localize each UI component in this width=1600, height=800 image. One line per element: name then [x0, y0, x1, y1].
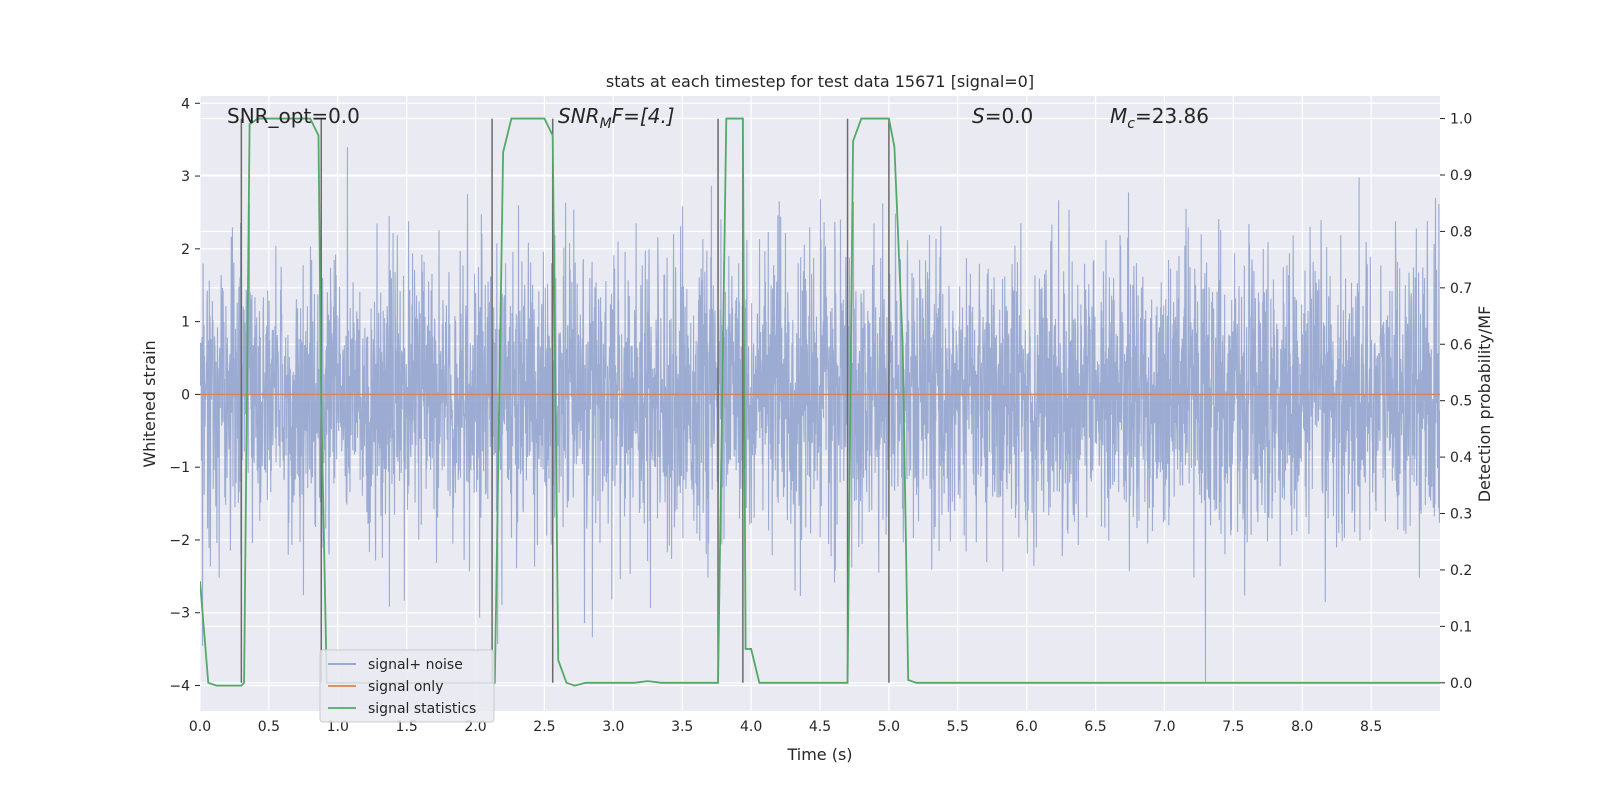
y2-tick-label: 0.2 — [1450, 563, 1472, 579]
x-tick-label: 3.0 — [602, 719, 624, 735]
annotation-s-tail: =0.0 — [985, 104, 1034, 128]
annotation-mc: Mc=23.86 — [1110, 104, 1209, 132]
x-tick-label: 1.5 — [396, 719, 418, 735]
x-tick-label: 5.5 — [947, 719, 969, 735]
y-tick-label: −4 — [169, 679, 190, 695]
annotation-snr-mf-sub: M — [600, 116, 612, 132]
y-tick-label: 4 — [181, 96, 190, 112]
x-axis: 0.0 0.5 1.0 1.5 2.0 2.5 3.0 3.5 4.0 4.5 5.0 5.5 6.0 6… — [189, 719, 1382, 735]
y-tick-label: 0 — [181, 387, 190, 403]
y2-tick-label: 0.0 — [1450, 676, 1472, 692]
annotation-snr-mf: SNRMF=[4.] — [558, 104, 675, 132]
x-tick-label: 7.5 — [1222, 719, 1244, 735]
y2-tick-label: 1.0 — [1450, 112, 1472, 128]
legend-item-label: signal only — [368, 679, 443, 695]
y2-axis-label: Detection probability/MF — [1475, 306, 1494, 503]
x-tick-label: 6.5 — [1084, 719, 1106, 735]
y-tick-label: −2 — [169, 533, 190, 549]
y2-tick-label: 0.4 — [1450, 450, 1472, 466]
y-axis-right: 1.0 0.9 0.8 0.7 0.6 0.5 0.4 0.3 0.2 0.1 0.0 — [1440, 112, 1472, 692]
y2-tick-label: 0.3 — [1450, 507, 1472, 523]
x-tick-label: 1.0 — [327, 719, 349, 735]
legend-item-label: signal statistics — [368, 701, 476, 717]
y-tick-label: 2 — [181, 242, 190, 258]
y-axis-label: Whitened strain — [140, 340, 159, 467]
y-tick-label: −1 — [169, 460, 190, 476]
y2-tick-label: 0.1 — [1450, 619, 1472, 635]
x-tick-label: 3.5 — [671, 719, 693, 735]
annotation-snr-mf-tail: F=[4.] — [612, 104, 675, 128]
y-axis-left: 4 3 2 1 0 −1 −2 −3 −4 — [169, 96, 200, 695]
x-tick-label: 2.5 — [533, 719, 555, 735]
annotation-mc-tail: =23.86 — [1135, 104, 1209, 128]
y-tick-label: 3 — [181, 169, 190, 185]
x-tick-label: 6.0 — [1016, 719, 1038, 735]
annotation-mc-sub: c — [1127, 116, 1135, 132]
x-tick-label: 4.5 — [809, 719, 831, 735]
legend-box — [319, 649, 495, 723]
x-tick-label: 4.0 — [740, 719, 762, 735]
annotation-mc-main: M — [1110, 104, 1127, 128]
chart-title: stats at each timestep for test data 156… — [606, 72, 1034, 91]
x-tick-label: 2.0 — [464, 719, 486, 735]
y2-tick-label: 0.5 — [1450, 394, 1472, 410]
y-tick-label: 1 — [181, 315, 190, 331]
x-tick-label: 8.0 — [1291, 719, 1313, 735]
annotation-s-main: S — [972, 104, 985, 128]
x-tick-label: 5.0 — [878, 719, 900, 735]
annotation-s: S=0.0 — [972, 104, 1033, 128]
x-tick-label: 8.5 — [1360, 719, 1382, 735]
x-tick-label: 7.0 — [1153, 719, 1175, 735]
x-tick-label: 0.5 — [258, 719, 280, 735]
y2-tick-label: 0.8 — [1450, 224, 1472, 240]
y2-tick-label: 0.6 — [1450, 337, 1472, 353]
y2-tick-label: 0.7 — [1450, 281, 1472, 297]
annotation-snr-opt: SNR_opt=0.0 — [227, 104, 360, 128]
x-tick-label: 0.0 — [189, 719, 211, 735]
y2-tick-label: 0.9 — [1450, 168, 1472, 184]
legend-item-label: signal+ noise — [368, 657, 463, 673]
series-line-signal-noise — [200, 147, 1440, 682]
legend: signal+ noise signal only signal statistic… — [319, 649, 495, 723]
y-tick-label: −3 — [169, 606, 190, 622]
x-axis-label: Time (s) — [786, 745, 852, 764]
annotation-snr-mf-main: SNR — [558, 104, 600, 128]
